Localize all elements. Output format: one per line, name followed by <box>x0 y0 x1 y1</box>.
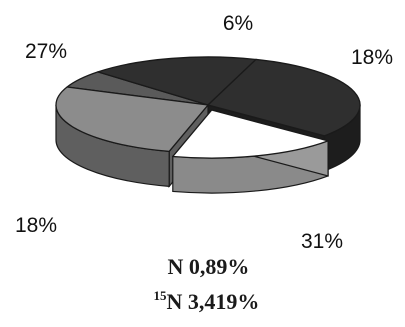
nitrogen15-isotope-superscript: 15 <box>153 288 167 303</box>
pie-slice-label: 31% <box>301 230 343 250</box>
nitrogen15-caption-text: N 3,419% <box>166 289 260 314</box>
nitrogen15-caption: 15N 3,419% <box>4 288 405 315</box>
pie-slice-top <box>172 109 329 159</box>
pie-labels: 6% 18% 31% 18% 27% <box>15 12 393 250</box>
pie-slice-top <box>55 86 209 153</box>
pie-slice-label: 27% <box>25 40 67 63</box>
pie-slice-label: 18% <box>351 46 393 69</box>
pie-slices <box>55 56 361 194</box>
pie-slice-label: 18% <box>15 214 57 237</box>
pie-slice-top <box>207 58 361 137</box>
pie-slice-top <box>97 56 257 106</box>
pie-chart: 6% 18% 31% 18% 27% <box>15 12 393 250</box>
pie-slice-label: 6% <box>223 12 253 35</box>
nitrogen-caption-text: N 0,89% <box>167 254 250 279</box>
nitrogen-caption: N 0,89% <box>6 254 405 280</box>
